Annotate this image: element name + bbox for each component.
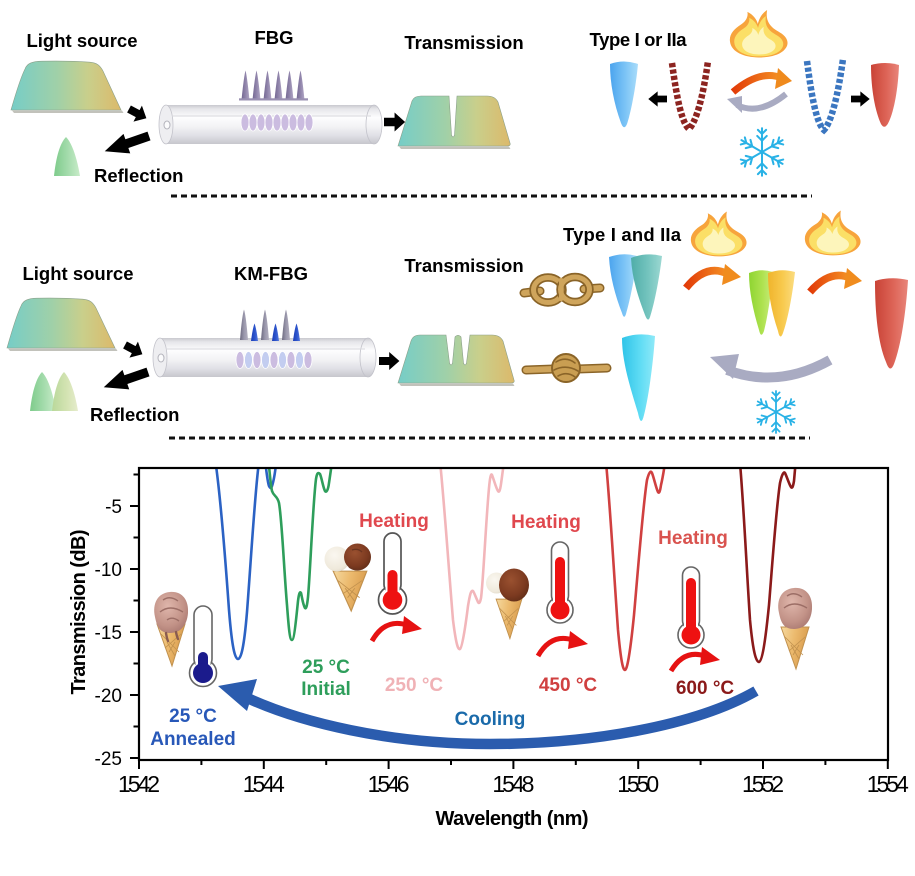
svg-text:Transmission: Transmission	[404, 32, 523, 53]
svg-text:KM-FBG: KM-FBG	[234, 263, 308, 284]
svg-text:1546: 1546	[368, 771, 410, 797]
svg-text:Annealed: Annealed	[150, 729, 236, 750]
svg-text:Heating: Heating	[359, 511, 429, 532]
svg-text:25 °C: 25 °C	[169, 706, 217, 727]
svg-text:Heating: Heating	[511, 512, 581, 533]
svg-text:1554: 1554	[867, 771, 909, 797]
svg-text:Wavelength (nm): Wavelength (nm)	[436, 808, 589, 830]
svg-text:250 °C: 250 °C	[385, 675, 444, 696]
svg-text:Cooling: Cooling	[455, 709, 526, 730]
svg-text:1548: 1548	[492, 771, 534, 797]
svg-text:-25: -25	[95, 749, 122, 770]
svg-text:Light source: Light source	[26, 30, 137, 51]
svg-text:-15: -15	[95, 623, 122, 644]
svg-text:600 °C: 600 °C	[676, 678, 735, 699]
svg-text:Light source: Light source	[22, 263, 133, 284]
svg-text:Transmission: Transmission	[404, 255, 523, 276]
svg-text:Type I or IIa: Type I or IIa	[590, 29, 688, 50]
svg-text:Heating: Heating	[658, 528, 728, 549]
svg-text:25 °C: 25 °C	[302, 657, 350, 678]
svg-text:-10: -10	[95, 560, 122, 581]
svg-text:1550: 1550	[617, 771, 659, 797]
svg-text:1552: 1552	[742, 771, 784, 797]
svg-text:Initial: Initial	[301, 679, 351, 700]
svg-text:Reflection: Reflection	[94, 165, 183, 186]
svg-text:Type I and IIa: Type I and IIa	[563, 224, 682, 245]
svg-text:-20: -20	[95, 686, 122, 707]
svg-text:450 °C: 450 °C	[539, 675, 598, 696]
svg-text:1544: 1544	[243, 771, 285, 797]
svg-text:Transmission (dB): Transmission (dB)	[68, 530, 90, 695]
svg-text:-5: -5	[105, 497, 122, 518]
svg-text:Reflection: Reflection	[90, 404, 179, 425]
svg-text:1542: 1542	[118, 771, 160, 797]
svg-text:FBG: FBG	[254, 27, 293, 48]
